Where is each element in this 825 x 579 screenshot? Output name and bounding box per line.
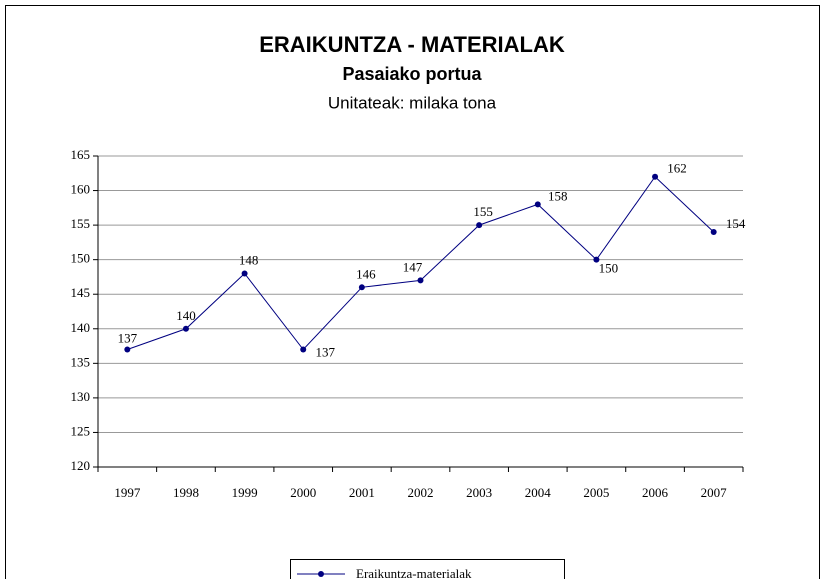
data-label: 150 (599, 261, 619, 276)
data-point (241, 270, 248, 277)
x-tick-label: 1997 (114, 485, 141, 500)
legend-label: Eraikuntza-materialak (356, 566, 472, 579)
data-point (300, 346, 307, 353)
x-tick-label: 2002 (408, 485, 434, 500)
data-label: 158 (548, 188, 568, 203)
data-label: 137 (315, 344, 335, 359)
data-point (124, 346, 131, 353)
x-tick-label: 2001 (349, 485, 375, 500)
unit-label: Unitateak: milaka tona (328, 93, 497, 112)
data-label: 155 (473, 204, 493, 219)
x-tick-label: 2000 (290, 485, 316, 500)
x-tick-label: 2003 (466, 485, 492, 500)
data-label: 137 (118, 330, 138, 345)
y-tick-label: 140 (71, 320, 91, 335)
data-point (534, 201, 541, 208)
data-label: 147 (403, 259, 423, 274)
data-point (417, 277, 424, 284)
data-point (652, 173, 659, 180)
legend-marker (318, 571, 324, 577)
data-point (182, 325, 189, 332)
y-tick-label: 160 (71, 182, 91, 197)
y-tick-label: 135 (71, 354, 91, 369)
data-label: 154 (726, 216, 746, 231)
data-label: 146 (356, 266, 376, 281)
y-tick-label: 125 (71, 423, 91, 438)
chart-title: ERAIKUNTZA - MATERIALAK (259, 32, 565, 57)
x-tick-label: 2005 (583, 485, 609, 500)
x-tick-label: 2004 (525, 485, 552, 500)
chart-border (5, 5, 820, 579)
data-label: 148 (239, 252, 259, 267)
data-label: 140 (176, 308, 196, 323)
y-tick-label: 165 (71, 147, 91, 162)
x-tick-label: 2006 (642, 485, 669, 500)
y-tick-label: 150 (71, 251, 91, 266)
legend-box (290, 559, 565, 579)
y-tick-label: 145 (71, 285, 91, 300)
data-point (476, 222, 483, 229)
data-point (710, 229, 717, 236)
data-label: 162 (667, 161, 687, 176)
x-tick-label: 1998 (173, 485, 199, 500)
chart-subtitle: Pasaiako portua (342, 64, 482, 84)
y-tick-label: 155 (71, 216, 91, 231)
y-tick-label: 130 (71, 389, 91, 404)
x-tick-label: 2007 (701, 485, 728, 500)
data-point (358, 284, 365, 291)
data-point (593, 256, 600, 263)
x-tick-label: 1999 (232, 485, 258, 500)
y-tick-label: 120 (71, 458, 91, 473)
